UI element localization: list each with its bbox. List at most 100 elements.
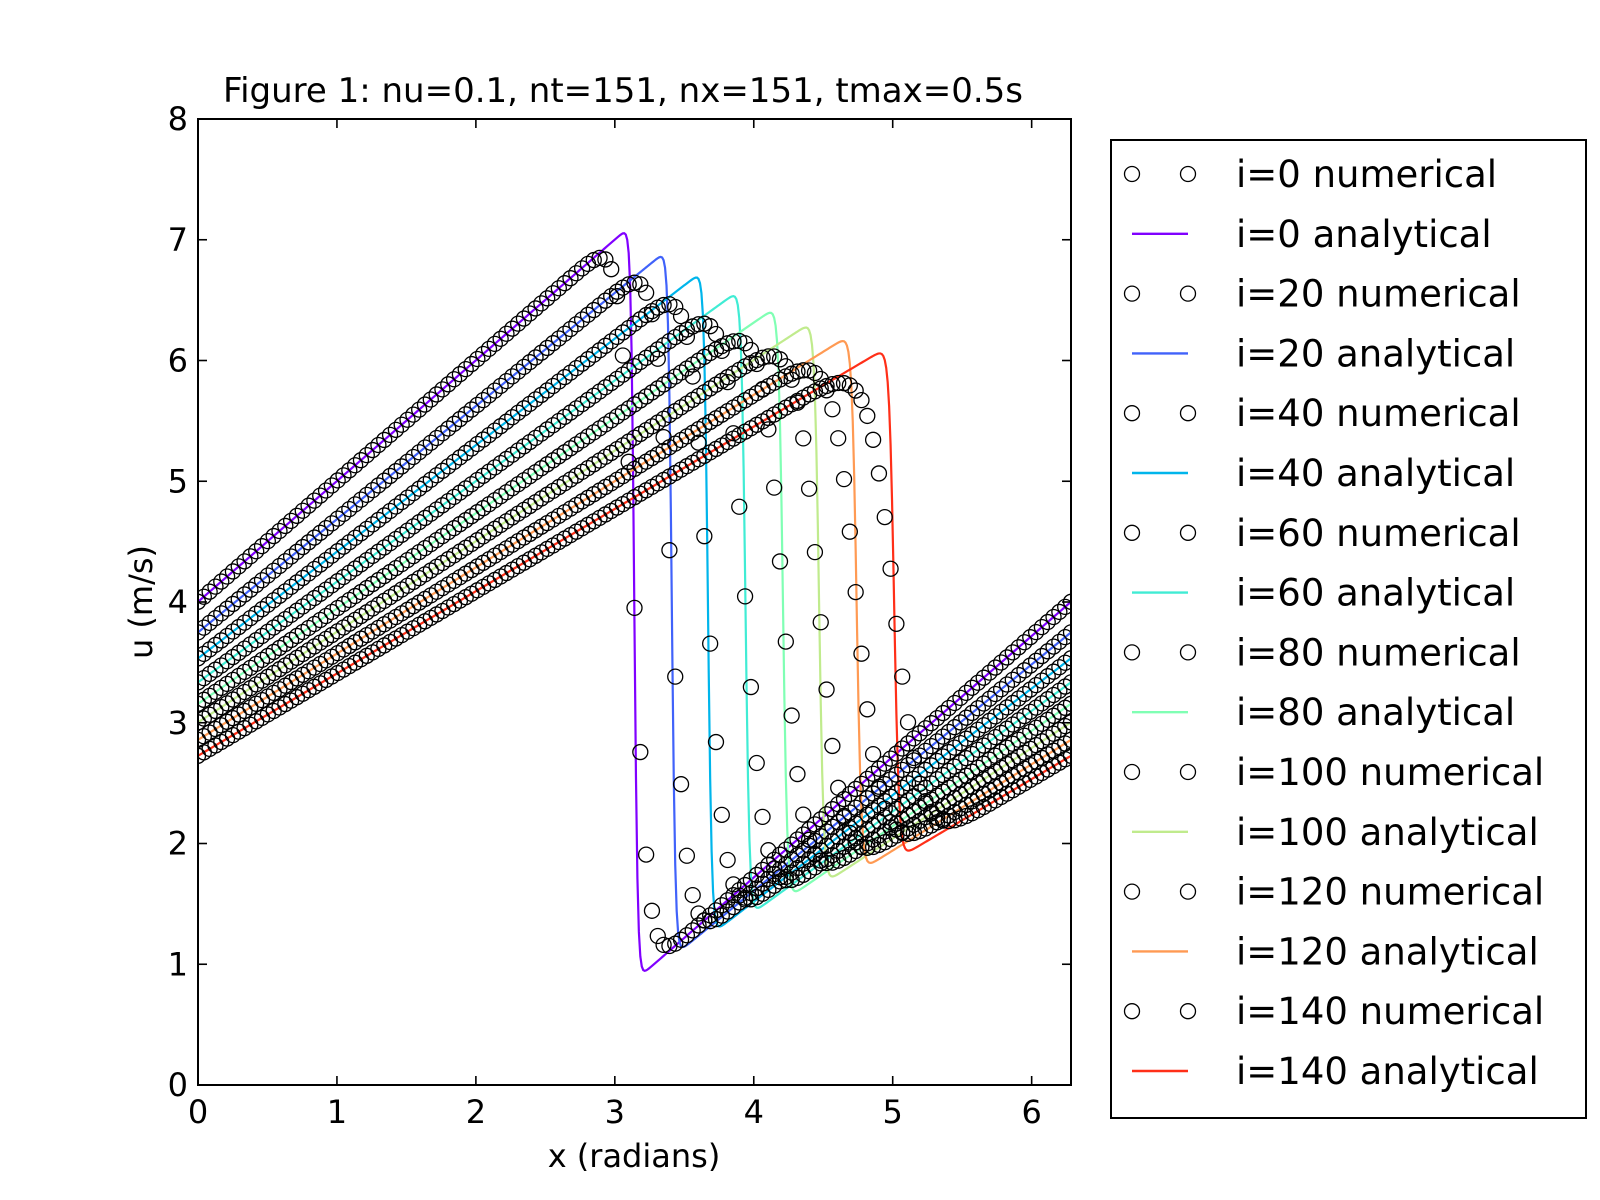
data-point bbox=[218, 675, 236, 693]
data-point bbox=[300, 594, 317, 611]
data-point bbox=[742, 871, 760, 889]
data-point bbox=[198, 695, 207, 712]
data-point bbox=[480, 496, 498, 513]
legend-frame bbox=[1110, 139, 1587, 1119]
data-point bbox=[259, 647, 276, 665]
data-point bbox=[370, 571, 387, 589]
data-point bbox=[800, 480, 818, 497]
data-point bbox=[300, 619, 317, 637]
data-point bbox=[963, 679, 981, 696]
data-point bbox=[282, 512, 300, 530]
data-point bbox=[859, 407, 876, 425]
data-point bbox=[573, 260, 591, 277]
data-point bbox=[760, 881, 777, 899]
data-point bbox=[277, 517, 294, 535]
legend-label: i=80 analytical bbox=[1236, 691, 1515, 734]
data-point bbox=[335, 505, 352, 523]
data-point bbox=[859, 701, 876, 718]
data-point bbox=[207, 578, 224, 595]
data-point bbox=[341, 500, 358, 518]
chart-title: Figure 1: nu=0.1, nt=151, nx=151, tmax=0… bbox=[223, 71, 1023, 111]
data-point bbox=[428, 501, 445, 518]
data-point bbox=[1033, 618, 1051, 636]
data-point bbox=[608, 370, 626, 388]
data-point bbox=[236, 663, 253, 681]
legend-marker bbox=[1179, 1003, 1197, 1020]
data-point bbox=[917, 720, 934, 737]
data-point bbox=[597, 337, 614, 354]
data-point bbox=[550, 280, 567, 297]
data-point bbox=[672, 364, 690, 381]
data-point bbox=[632, 392, 649, 409]
data-point bbox=[690, 917, 707, 934]
data-point bbox=[201, 614, 218, 632]
data-point bbox=[265, 643, 282, 661]
data-point bbox=[894, 761, 911, 778]
data-point bbox=[201, 641, 218, 658]
data-point bbox=[271, 639, 288, 657]
data-point bbox=[306, 529, 323, 546]
data-point bbox=[1010, 712, 1027, 729]
data-point bbox=[248, 605, 265, 622]
data-point bbox=[515, 400, 533, 417]
x-axis-ticks: 0 1 2 3 4 5 6 bbox=[188, 119, 1042, 1131]
data-point bbox=[282, 631, 300, 649]
data-point bbox=[591, 383, 608, 400]
data-point bbox=[498, 372, 515, 390]
data-point bbox=[864, 745, 882, 763]
data-point bbox=[294, 502, 311, 519]
data-point bbox=[987, 728, 1004, 746]
data-point bbox=[696, 912, 713, 929]
data-point bbox=[1045, 686, 1062, 704]
data-point bbox=[993, 654, 1010, 671]
data-point bbox=[591, 342, 608, 359]
data-point bbox=[346, 496, 364, 513]
data-point bbox=[800, 831, 818, 848]
data-point bbox=[480, 426, 498, 444]
data-point bbox=[416, 539, 434, 557]
data-point bbox=[498, 484, 515, 501]
data-point bbox=[626, 358, 643, 375]
data-point bbox=[806, 832, 824, 850]
data-point bbox=[899, 807, 917, 824]
data-point bbox=[987, 708, 1004, 725]
data-point bbox=[649, 341, 666, 358]
data-point bbox=[963, 704, 981, 722]
data-point bbox=[934, 728, 952, 745]
data-point bbox=[445, 520, 463, 537]
data-point bbox=[387, 559, 405, 577]
data-point bbox=[323, 547, 341, 564]
data-point bbox=[294, 598, 311, 615]
data-point bbox=[678, 927, 696, 944]
data-point bbox=[806, 364, 824, 382]
x-tick-label: 6 bbox=[1021, 1093, 1041, 1131]
data-point bbox=[911, 725, 928, 742]
data-point bbox=[434, 425, 451, 442]
data-point bbox=[614, 324, 632, 341]
data-point bbox=[812, 614, 829, 631]
data-point bbox=[894, 811, 911, 828]
data-point bbox=[958, 684, 975, 701]
data-point bbox=[440, 376, 457, 393]
data-point bbox=[198, 650, 207, 667]
data-point bbox=[294, 569, 311, 587]
legend-label: i=60 numerical bbox=[1236, 512, 1521, 555]
data-point bbox=[335, 467, 352, 484]
data-point bbox=[405, 547, 422, 565]
data-point bbox=[288, 602, 306, 619]
data-point bbox=[783, 707, 800, 724]
legend-marker bbox=[1123, 285, 1141, 302]
data-point bbox=[242, 659, 259, 677]
data-point bbox=[253, 538, 271, 555]
data-point bbox=[655, 337, 672, 354]
data-point bbox=[672, 931, 690, 948]
data-point bbox=[1057, 598, 1071, 616]
y-tick-label: 8 bbox=[168, 100, 188, 138]
data-point bbox=[393, 493, 410, 511]
data-point bbox=[637, 388, 655, 405]
data-point bbox=[754, 349, 771, 366]
data-point bbox=[672, 776, 690, 793]
data-point bbox=[1004, 671, 1021, 688]
data-point bbox=[440, 420, 457, 437]
data-point bbox=[637, 349, 655, 366]
